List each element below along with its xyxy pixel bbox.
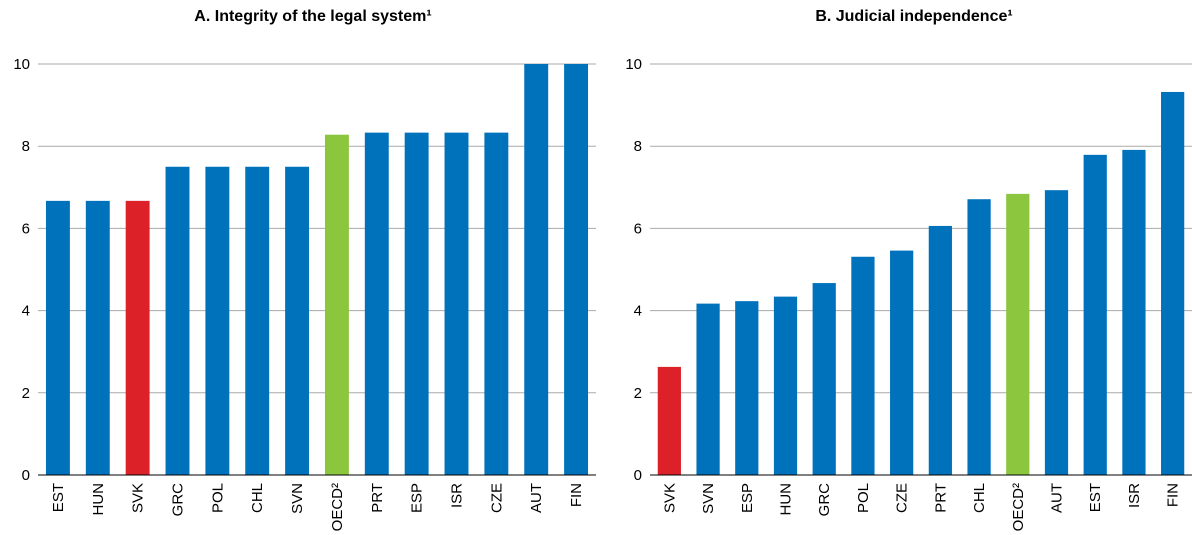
x-tick-label: GRC	[816, 483, 833, 517]
x-tick-label: FIN	[1165, 483, 1182, 507]
x-tick-label: HUN	[90, 483, 107, 516]
bar-svk	[125, 200, 150, 475]
bar-aut	[524, 64, 549, 475]
x-tick-label: POL	[855, 483, 872, 513]
bar-pol	[851, 256, 875, 475]
bar-aut	[1044, 190, 1069, 475]
bar-svk	[657, 366, 681, 475]
bar-svn	[696, 303, 720, 475]
chart-title: B. Judicial independence¹	[815, 8, 1013, 25]
y-tick-label: 10	[13, 56, 30, 73]
x-tick-label: GRC	[170, 483, 187, 517]
x-tick-label: ISR	[449, 483, 466, 508]
x-tick-label: EST	[50, 483, 67, 512]
y-tick-label: 6	[22, 220, 30, 237]
bar-chl	[245, 166, 270, 475]
x-tick-label: FIN	[568, 483, 585, 507]
bar-grc	[812, 283, 836, 475]
y-tick-label: 0	[634, 467, 642, 484]
x-tick-label: SVN	[700, 483, 717, 514]
x-tick-label: OECD²	[1010, 483, 1027, 531]
x-tick-label: ESP	[739, 483, 756, 513]
bar-oecd	[1006, 193, 1030, 475]
bar-cze	[890, 250, 914, 475]
chart-svg-integrity: 0 2 4 6 8 10 EST HUN SVK GRC POL CHL SVN OECD² PRT ESP I…	[13, 56, 596, 531]
x-tick-label: SVK	[130, 483, 147, 513]
y-tick-label: 10	[625, 56, 642, 73]
x-tick-label: CZE	[488, 483, 505, 513]
bar-prt	[364, 132, 389, 475]
x-tick-label: PRT	[369, 483, 386, 513]
bar-prt	[928, 225, 952, 475]
y-tick-label: 0	[22, 467, 30, 484]
y-tick-label: 6	[634, 220, 642, 237]
x-tick-label: CHL	[249, 483, 266, 513]
bar-hun	[85, 200, 110, 475]
bar-isr	[444, 132, 469, 475]
y-tick-label: 2	[22, 385, 30, 402]
x-tick-label: OECD²	[329, 483, 346, 531]
x-tick-label: ISR	[1126, 483, 1143, 508]
y-tick-label: 8	[22, 138, 30, 155]
bar-est	[45, 200, 70, 475]
bar-est	[1083, 154, 1107, 475]
x-tick-label: HUN	[778, 483, 795, 516]
bar-fin	[564, 64, 589, 475]
bar-fin	[1161, 91, 1185, 475]
bar-esp	[735, 301, 759, 475]
bar-isr	[1122, 149, 1146, 476]
x-tick-label: CZE	[894, 483, 911, 513]
x-tick-label: ESP	[409, 483, 426, 513]
y-tick-label: 4	[22, 303, 30, 320]
x-tick-label: CHL	[971, 483, 988, 513]
bar-pol	[205, 166, 230, 475]
x-tick-label: SVN	[289, 483, 306, 514]
bar-hun	[773, 296, 798, 475]
bar-cze	[484, 132, 509, 475]
chart-panel-integrity: A. Integrity of the legal system¹ 0 2 4 6 8 1…	[13, 8, 596, 531]
x-tick-label: EST	[1087, 483, 1104, 512]
chart-title: A. Integrity of the legal system¹	[194, 8, 432, 25]
x-tick-label: AUT	[1049, 483, 1066, 513]
chart-svg-judicial: 0 2 4 6 8 10 SVK SVN ESP HUN GRC POL CZE PRT CHL OECD² A…	[625, 56, 1192, 531]
y-tick-label: 8	[634, 138, 642, 155]
x-tick-label: SVK	[661, 483, 678, 513]
x-tick-label: POL	[209, 483, 226, 513]
y-tick-label: 2	[634, 385, 642, 402]
bar-grc	[165, 166, 190, 475]
bar-chl	[967, 199, 991, 475]
x-tick-label: AUT	[528, 483, 545, 513]
bar-svn	[285, 166, 310, 475]
bar-esp	[404, 132, 429, 475]
x-tick-label: PRT	[932, 483, 949, 513]
y-tick-label: 4	[634, 303, 642, 320]
chart-panel-judicial: B. Judicial independence¹ 0 2 4 6 8 10 SVK SVN E…	[596, 0, 1192, 535]
bar-oecd	[324, 134, 349, 475]
